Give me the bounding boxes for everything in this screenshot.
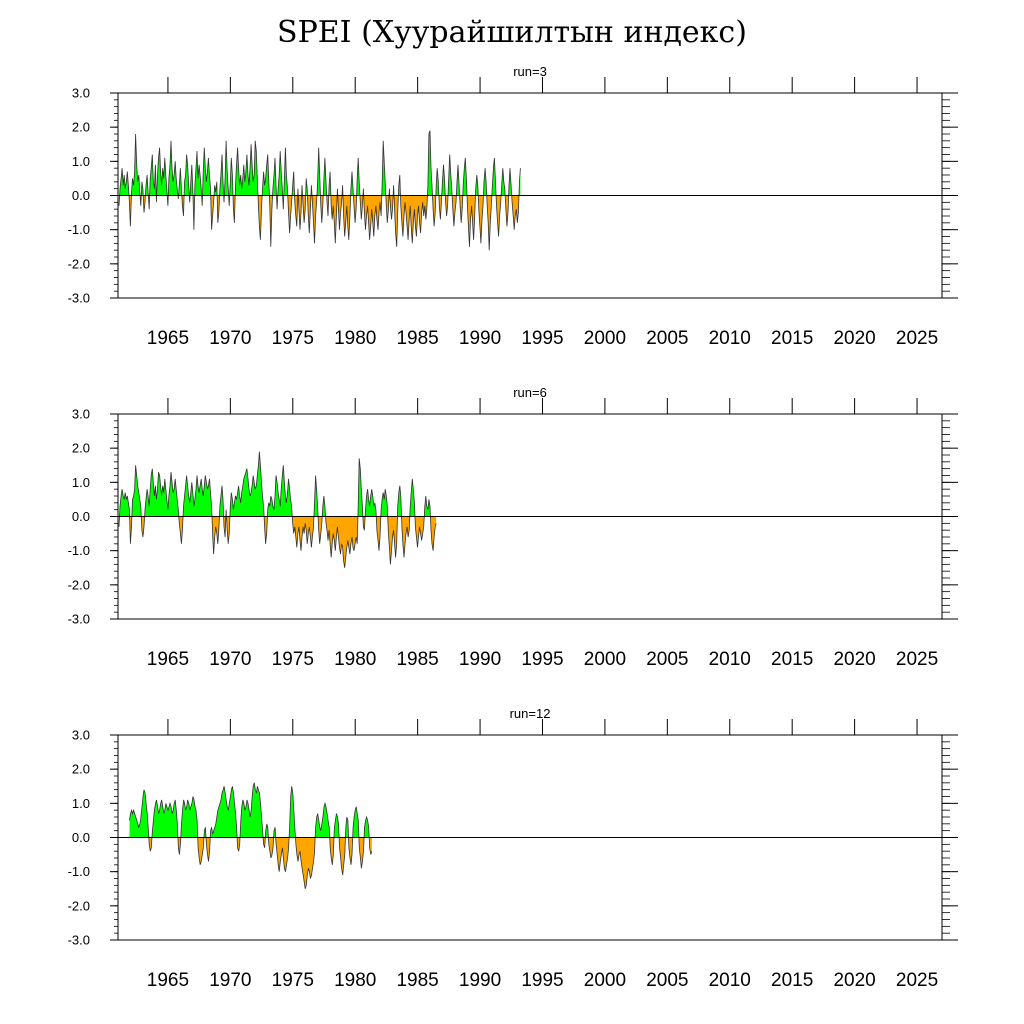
y-tick-label: 3.0 bbox=[72, 728, 90, 743]
y-tick-label: 0.0 bbox=[72, 509, 90, 524]
figure-title: SPEI (Хуурайшилтын индекс) bbox=[277, 15, 747, 50]
y-tick-label: 0.0 bbox=[72, 830, 90, 845]
y-tick-label: -1.0 bbox=[68, 864, 90, 879]
x-tick-label: 2020 bbox=[833, 649, 875, 670]
y-tick-label: 3.0 bbox=[72, 86, 90, 101]
x-tick-label: 2015 bbox=[771, 328, 813, 349]
x-tick-label: 1975 bbox=[272, 328, 314, 349]
x-tick-label: 1970 bbox=[209, 649, 251, 670]
x-tick-label: 1995 bbox=[521, 649, 563, 670]
panel-run-3: run=3 -3.0 -2.0 -1.0 0.0 1.0 2.0 3.0 1965 1970 19… bbox=[68, 64, 958, 349]
x-tick-label: 1980 bbox=[334, 649, 376, 670]
y-tick-label: -2.0 bbox=[68, 898, 90, 913]
x-tick-label: 2020 bbox=[833, 328, 875, 349]
x-tick-label: 2025 bbox=[896, 970, 938, 991]
y-tick-label: 1.0 bbox=[72, 154, 90, 169]
x-tick-label: 2025 bbox=[896, 328, 938, 349]
x-tick-label: 2010 bbox=[709, 328, 751, 349]
spei-series-line bbox=[118, 130, 521, 251]
y-tick-label: 1.0 bbox=[72, 796, 90, 811]
x-tick-label: 1965 bbox=[147, 649, 189, 670]
panel-run-12: run=12 -3.0 -2.0 -1.0 0.0 1.0 2.0 3.0 1965 1970 1… bbox=[68, 706, 958, 991]
x-tick-label: 1985 bbox=[396, 970, 438, 991]
x-tick-label: 1970 bbox=[209, 970, 251, 991]
y-tick-label: 1.0 bbox=[72, 475, 90, 490]
x-tick-label: 2010 bbox=[709, 970, 751, 991]
x-tick-label: 2000 bbox=[584, 970, 626, 991]
x-tick-label: 1990 bbox=[459, 970, 501, 991]
y-tick-label: 2.0 bbox=[72, 762, 90, 777]
panel-title: run=3 bbox=[513, 64, 547, 79]
x-tick-label: 1980 bbox=[334, 328, 376, 349]
positive-area bbox=[119, 451, 431, 517]
x-tick-label: 2005 bbox=[646, 970, 688, 991]
x-tick-label: 1995 bbox=[521, 328, 563, 349]
x-tick-label: 1985 bbox=[396, 649, 438, 670]
y-tick-label: 2.0 bbox=[72, 441, 90, 456]
panel-title: run=6 bbox=[513, 385, 547, 400]
y-tick-label: -3.0 bbox=[68, 933, 90, 948]
x-tick-label: 1975 bbox=[272, 649, 314, 670]
x-tick-label: 1980 bbox=[334, 970, 376, 991]
x-tick-label: 1965 bbox=[147, 328, 189, 349]
y-tick-label: -2.0 bbox=[68, 256, 90, 271]
x-tick-label: 1990 bbox=[459, 328, 501, 349]
y-tick-label: -3.0 bbox=[68, 291, 90, 306]
x-tick-label: 2015 bbox=[771, 649, 813, 670]
panel-run-6: run=6 -3.0 -2.0 -1.0 0.0 1.0 2.0 3.0 1965 1970 19… bbox=[68, 385, 958, 670]
x-tick-label: 2005 bbox=[646, 649, 688, 670]
positive-area bbox=[119, 130, 521, 196]
spei-series-line bbox=[129, 782, 373, 889]
positive-area bbox=[129, 782, 370, 838]
y-tick-label: 3.0 bbox=[72, 407, 90, 422]
negative-area bbox=[119, 195, 519, 251]
x-tick-label: 1990 bbox=[459, 649, 501, 670]
y-tick-label: -3.0 bbox=[68, 612, 90, 627]
x-tick-label: 1995 bbox=[521, 970, 563, 991]
x-tick-label: 2020 bbox=[833, 970, 875, 991]
negative-area bbox=[119, 516, 437, 568]
x-tick-label: 1975 bbox=[272, 970, 314, 991]
y-tick-label: 0.0 bbox=[72, 188, 90, 203]
x-tick-label: 2010 bbox=[709, 649, 751, 670]
y-tick-label: -1.0 bbox=[68, 543, 90, 558]
x-tick-label: 1985 bbox=[396, 328, 438, 349]
x-tick-label: 2000 bbox=[584, 649, 626, 670]
x-tick-label: 2015 bbox=[771, 970, 813, 991]
x-tick-label: 2025 bbox=[896, 649, 938, 670]
spei-series-line bbox=[118, 451, 437, 568]
x-tick-label: 2000 bbox=[584, 328, 626, 349]
y-tick-label: -2.0 bbox=[68, 577, 90, 592]
negative-area bbox=[148, 837, 372, 889]
y-tick-label: 2.0 bbox=[72, 120, 90, 135]
x-tick-label: 1970 bbox=[209, 328, 251, 349]
y-tick-label: -1.0 bbox=[68, 222, 90, 237]
x-tick-label: 2005 bbox=[646, 328, 688, 349]
panel-title: run=12 bbox=[510, 706, 551, 721]
x-tick-label: 1965 bbox=[147, 970, 189, 991]
